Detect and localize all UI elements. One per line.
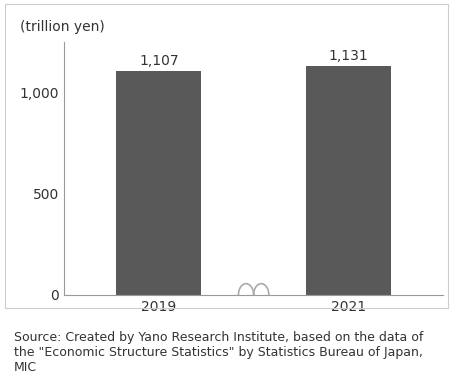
Bar bbox=[306, 66, 391, 295]
Bar bbox=[116, 71, 202, 295]
Text: Source: Created by Yano Research Institute, based on the data of
the "Economic S: Source: Created by Yano Research Institu… bbox=[14, 331, 423, 374]
Text: 1,131: 1,131 bbox=[329, 49, 368, 63]
Text: 1,107: 1,107 bbox=[139, 54, 179, 68]
Text: (trillion yen): (trillion yen) bbox=[21, 20, 105, 34]
